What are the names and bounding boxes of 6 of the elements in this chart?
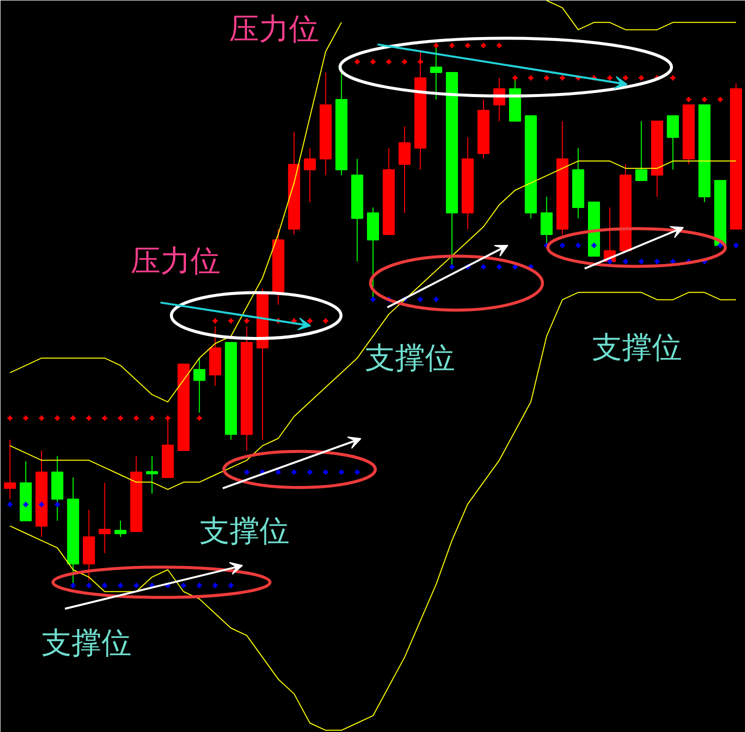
- annotation: 支撑位: [592, 330, 682, 366]
- annotation: 支撑位: [365, 341, 456, 376]
- annotation: 压力位: [229, 12, 320, 47]
- annotation: 压力位: [130, 244, 220, 280]
- annotation: 支撑位: [199, 514, 290, 550]
- annotation: 支撑位: [42, 626, 132, 661]
